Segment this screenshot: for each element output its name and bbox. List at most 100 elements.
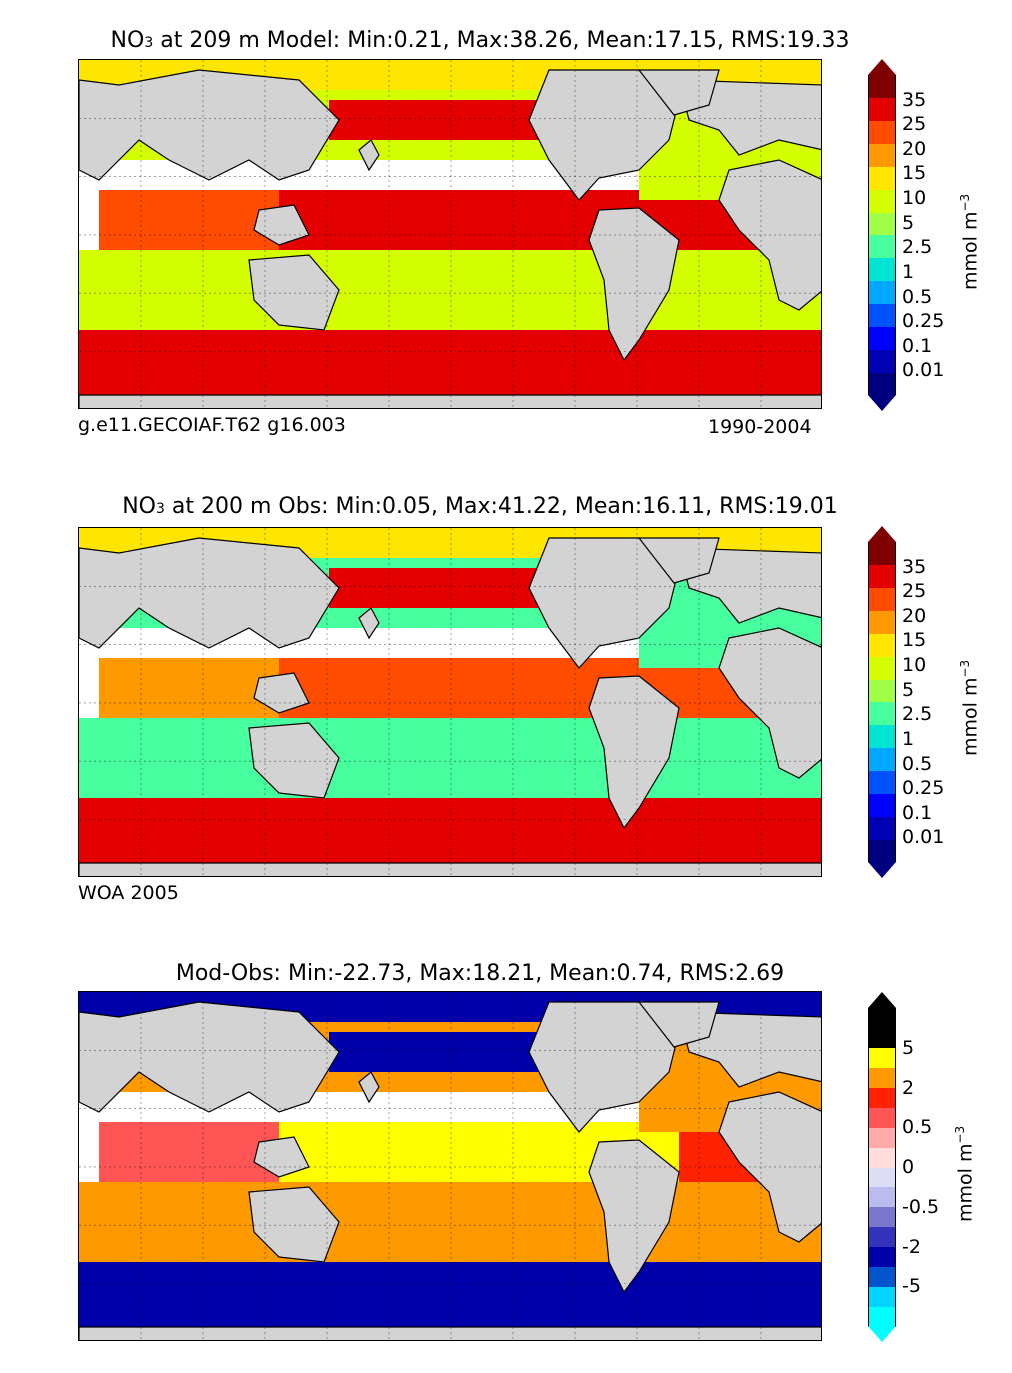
panel3-southern-ocean-band — [79, 1262, 821, 1327]
panel1-colorbar-tick-label: 0.25 — [902, 310, 945, 333]
panel3-land-japan — [358, 1071, 380, 1104]
panel3-map-svg — [79, 992, 821, 1340]
panel1-colorbar-segment — [868, 75, 896, 99]
panel3-colorbar-segment — [868, 1047, 896, 1069]
panel1-colorbar-tick-label: 25 — [902, 113, 927, 136]
panel1-land-japan — [358, 139, 380, 172]
panel1-colorbar-segment — [868, 212, 896, 236]
panel3-colorbar-tick-label: -5 — [902, 1275, 921, 1298]
panel2-colorbar-tick-label: 0.25 — [902, 777, 945, 800]
panel2-colorbar-tick-label: 35 — [902, 555, 927, 578]
panel3-colorbar-label: mmol m−3 — [953, 1125, 977, 1222]
panel1-colorbar-tick-label: 10 — [902, 187, 927, 210]
panel1-colorbar-segment — [868, 280, 896, 305]
panel1-colorbar-segment — [868, 257, 896, 282]
panel2-colorbar-segment — [868, 564, 896, 589]
panel3-colorbar-segment — [868, 1027, 896, 1049]
panel2-land-eurasia — [79, 537, 340, 649]
panel1-period-label: 1990-2004 — [708, 416, 812, 438]
panel2-land-eurasia-east — [678, 547, 821, 624]
panel2-colorbar-tick-label: 0.01 — [902, 826, 945, 849]
panel2-colorbar-tick-label: 15 — [902, 629, 927, 652]
panel2-colorbar-extend-bottom — [868, 862, 896, 878]
panel2-colorbar-segment — [868, 679, 896, 703]
panel3-colorbar-tick-label: 0.5 — [902, 1116, 933, 1139]
panel1-map-svg — [79, 60, 821, 408]
panel3-colorbar-segment — [868, 1246, 896, 1267]
panel1-title: NO3 at 209 m Model: Min:0.21, Max:38.26,… — [110, 28, 850, 53]
panel3-land-australia — [248, 1186, 340, 1263]
panel3-colorbar-segment — [868, 1087, 896, 1108]
panel2-colorbar-segment — [868, 770, 896, 794]
panel1-land-antarctica — [79, 394, 821, 408]
panel2-colorbar-tick-label: 25 — [902, 580, 927, 603]
panel1-colorbar-segment — [868, 303, 896, 327]
panel1-colorbar-segment — [868, 97, 896, 122]
panel2-colorbar-segment — [868, 633, 896, 657]
panel1-colorbar-extend-bottom — [868, 395, 896, 411]
panel3-colorbar-segment — [868, 1107, 896, 1128]
panel3-colorbar-segment — [868, 1226, 896, 1247]
panel1-colorbar-tick-label: 0.1 — [902, 334, 933, 357]
panel3-south-pacific-band — [79, 1182, 821, 1262]
panel2-colorbar-segment — [868, 542, 896, 566]
panel1-colorbar-segment — [868, 166, 896, 190]
panel1-land-australia — [248, 254, 340, 331]
panel2-colorbar-tick-label: 0.1 — [902, 801, 933, 824]
panel2-colorbar-extend-top — [868, 526, 896, 542]
panel2-colorbar-segment — [868, 702, 896, 726]
panel1-colorbar-segment — [868, 326, 896, 350]
panel2-colorbar-tick-label: 20 — [902, 604, 927, 627]
panel2-colorbar: 0.01 0.1 0.25 0.5 1 2.5 5 10 15 20 25 35 — [868, 526, 944, 878]
panel2-map-svg — [79, 528, 821, 876]
panel2-colorbar-tick-label: 1 — [902, 727, 915, 750]
panel3-colorbar-segment — [868, 1067, 896, 1088]
panel1-land-eurasia — [79, 69, 340, 181]
panel1-colorbar: 0.01 0.1 0.25 0.5 1 2.5 5 10 15 20 25 35 — [868, 59, 944, 411]
panel1-south-pacific-band — [79, 250, 821, 330]
panel1-land-south-america — [588, 207, 680, 362]
panel1-colorbar-tick-label: 0.01 — [902, 359, 945, 382]
panel2-south-pacific-band — [79, 718, 821, 798]
panel3-colorbar-segment — [868, 1266, 896, 1287]
panel3-colorbar-segment — [868, 1286, 896, 1307]
panel2-colorbar-segment — [868, 816, 896, 840]
panel1-colorbar-tick-label: 20 — [902, 137, 927, 160]
panel3-colorbar-segment — [868, 1186, 896, 1208]
panel1-colorbar-tick-label: 2.5 — [902, 236, 933, 259]
panel2-southern-ocean-band — [79, 798, 821, 863]
panel1-colorbar-segment — [868, 189, 896, 213]
panel3-colorbar-segment — [868, 1206, 896, 1228]
panel2-colorbar-segment — [868, 839, 896, 863]
panel3-colorbar: -5 -2 -0.5 0 0.5 2 5 — [868, 992, 939, 1342]
panel2-land-australia — [248, 722, 340, 799]
panel1-colorbar-segment — [868, 349, 896, 373]
panel3-land-south-america — [588, 1139, 680, 1294]
panel3-colorbar-segment — [868, 1147, 896, 1168]
panel1-southern-ocean-band — [79, 330, 821, 395]
panel1-colorbar-segment — [868, 120, 896, 145]
panel1-colorbar-segment — [868, 143, 896, 167]
panel1-colorbar-tick-label: 0.5 — [902, 285, 933, 308]
panel3-colorbar-extend-top — [868, 992, 896, 1008]
panel3-colorbar-segment — [868, 1127, 896, 1148]
panel1-colorbar-segment — [868, 235, 896, 259]
panel2-colorbar-label: mmol m−3 — [958, 659, 982, 756]
panel3-land-eurasia — [79, 1001, 340, 1113]
panel3-colorbar-tick-label: 5 — [902, 1036, 915, 1059]
panel2-land-japan — [358, 607, 380, 640]
panel2-colorbar-segment — [868, 587, 896, 612]
panel3-colorbar-tick-label: -2 — [902, 1235, 921, 1258]
panel1-run-label: g.e11.GECOIAF.T62 g16.003 — [78, 414, 346, 436]
panel2-colorbar-tick-label: 5 — [902, 678, 915, 701]
panel1-colorbar-tick-label: 15 — [902, 162, 927, 185]
panel2-colorbar-tick-label: 0.5 — [902, 752, 933, 775]
panel2-colorbar-segment — [868, 747, 896, 772]
panel3-map — [78, 991, 822, 1341]
panel3-colorbar-tick-label: 2 — [902, 1076, 915, 1099]
panel2-source-label: WOA 2005 — [78, 882, 179, 904]
panel3-colorbar-tick-label: 0 — [902, 1156, 915, 1178]
panel3-title: Mod-Obs: Min:-22.73, Max:18.21, Mean:0.7… — [175, 961, 785, 986]
panel2-land-south-america — [588, 675, 680, 830]
panel1-colorbar-tick-label: 35 — [902, 88, 927, 111]
